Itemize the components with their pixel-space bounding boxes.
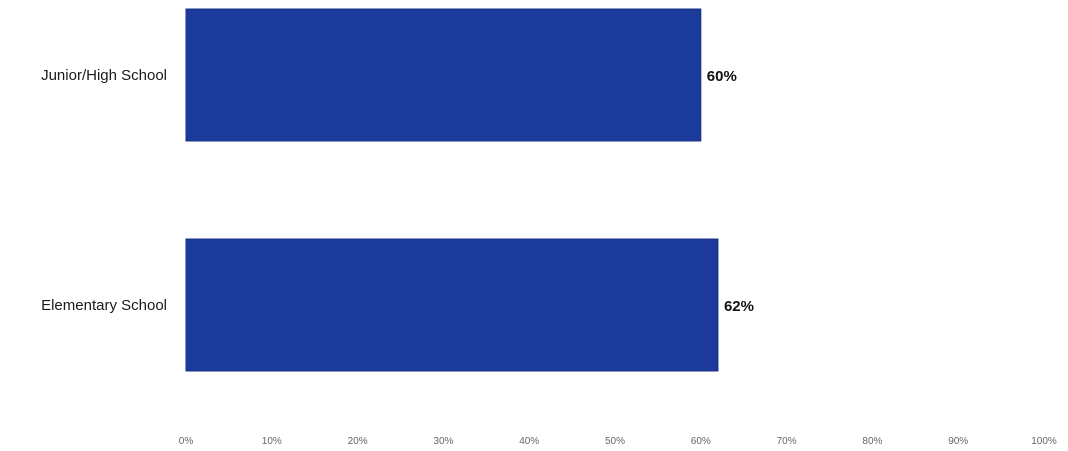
x-axis-tick-labels: 0% 10% 20% 30% 40% 50% 60% 70% 80% 90% 100% [179, 436, 1057, 447]
x-tick-label: 80% [862, 436, 882, 447]
bars-layer [185, 8, 719, 372]
data-labels: 60% 62% [707, 68, 754, 315]
x-tick-label: 50% [605, 436, 625, 447]
data-label: 62% [724, 298, 754, 315]
x-tick-label: 20% [348, 436, 368, 447]
x-tick-label: 10% [262, 436, 282, 447]
x-tick-label: 90% [948, 436, 968, 447]
data-label: 60% [707, 68, 737, 85]
x-tick-label: 0% [179, 436, 194, 447]
category-labels: Junior/High School Elementary School [41, 67, 167, 314]
bar-junior-high-school [185, 8, 702, 142]
category-label: Junior/High School [41, 67, 167, 84]
x-tick-label: 40% [519, 436, 539, 447]
category-label: Elementary School [41, 297, 167, 314]
x-tick-label: 30% [433, 436, 453, 447]
x-tick-label: 60% [691, 436, 711, 447]
bar-elementary-school [185, 238, 719, 372]
x-tick-label: 100% [1031, 436, 1057, 447]
x-tick-label: 70% [777, 436, 797, 447]
